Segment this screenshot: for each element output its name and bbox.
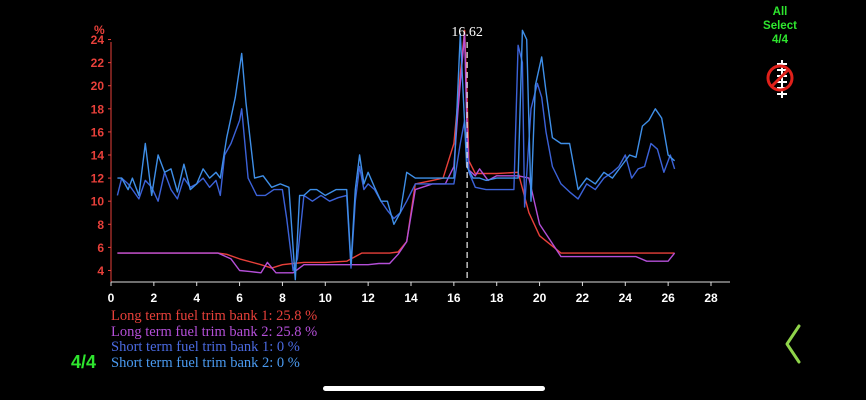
- select-all-button[interactable]: All Select 4/4: [757, 5, 803, 47]
- home-indicator-bar[interactable]: [323, 386, 545, 391]
- x-tick-label: 6: [236, 291, 243, 305]
- series-line-short-term-fuel-trim-bank-1: [116, 44, 676, 272]
- chevron-left-icon: [785, 324, 801, 364]
- cursor-layer[interactable]: 16.62: [451, 25, 483, 282]
- x-tick-label: 2: [151, 291, 158, 305]
- no-chart-cancel-icon[interactable]: [762, 58, 798, 100]
- series-line-long-term-fuel-trim-bank-2: [117, 33, 676, 274]
- legend-item-long-term-bank-1: Long term fuel trim bank 1: 25.8 %: [111, 308, 318, 324]
- series-line-long-term-fuel-trim-bank-1: [117, 29, 675, 269]
- x-tick-label: 4: [193, 291, 200, 305]
- legend-item-long-term-bank-2: Long term fuel trim bank 2: 25.8 %: [111, 323, 318, 340]
- back-button[interactable]: [781, 322, 805, 366]
- legend-item-short-term-bank-2: Short term fuel trim bank 2: 0 %: [111, 354, 300, 371]
- series-line-short-term-fuel-trim-bank-2: [117, 29, 676, 281]
- page-indicator: 4/4: [71, 352, 97, 372]
- y-tick-label: 6: [97, 241, 104, 255]
- x-tick-label: 12: [361, 291, 375, 305]
- y-tick-label: 20: [91, 79, 105, 93]
- y-tick-label: 16: [91, 125, 105, 139]
- x-tick-label: 20: [533, 291, 547, 305]
- x-tick-label: 22: [576, 291, 590, 305]
- legend-item-short-term-bank-1: Short term fuel trim bank 1: 0 %: [111, 339, 300, 355]
- x-tick-label: 24: [619, 291, 633, 305]
- y-tick-label: 8: [97, 218, 104, 232]
- x-tick-label: 8: [279, 291, 286, 305]
- x-tick-label: 16: [447, 291, 461, 305]
- x-tick-label: 0: [108, 291, 115, 305]
- cursor-value-label: 16.62: [451, 25, 483, 40]
- x-tick-label: 26: [661, 291, 675, 305]
- y-tick-label: 22: [91, 56, 105, 70]
- y-tick-label: 24: [91, 33, 105, 47]
- legend: Long term fuel trim bank 1: 25.8 % Long …: [111, 308, 318, 371]
- x-tick-label: 18: [490, 291, 504, 305]
- select-all-line-1: All: [772, 6, 788, 18]
- x-tick-label: 28: [704, 291, 718, 305]
- select-all-line-2: Select: [763, 20, 797, 32]
- y-tick-label: 18: [91, 102, 105, 116]
- y-axis-unit: %: [94, 23, 105, 37]
- y-tick-label: 10: [91, 195, 105, 209]
- x-tick-label: 14: [404, 291, 418, 305]
- series-layer: [116, 29, 676, 281]
- y-tick-label: 4: [97, 264, 104, 278]
- y-tick-label: 12: [91, 172, 105, 186]
- x-tick-label: 10: [319, 291, 333, 305]
- select-all-count: 4/4: [772, 34, 788, 46]
- y-tick-label: 14: [91, 149, 105, 163]
